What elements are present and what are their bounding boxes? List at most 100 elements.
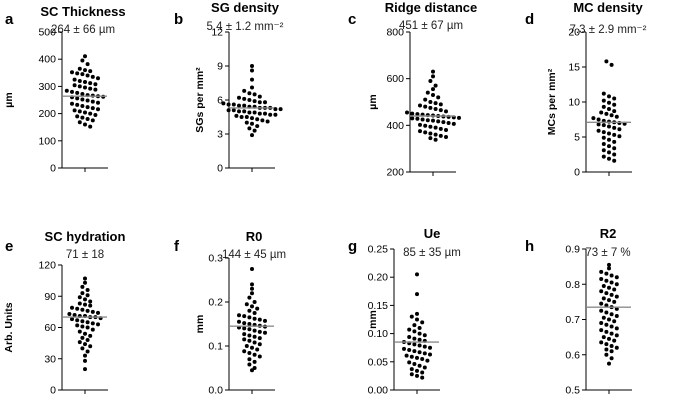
panel-h-data-point (614, 294, 619, 299)
panel-h-data-point (609, 349, 614, 354)
panel-a-data-point (75, 102, 80, 107)
panel-e-data-point (77, 340, 82, 345)
panel-g-data-point (417, 331, 422, 336)
panel-a-data-point (83, 122, 87, 127)
panel-e-title: SC hydration (45, 229, 126, 244)
panel-e-data-point (80, 324, 85, 329)
panel-f-y-tick-label: 0.0 (208, 385, 223, 397)
panel-h-data-point (604, 322, 609, 327)
panel-h-data-point (609, 356, 614, 361)
panel-h-data-point (607, 298, 611, 303)
panel-c-y-label: µm (367, 94, 379, 109)
panel-e-data-point (83, 302, 87, 307)
panel-c-y-tick-label: 600 (386, 73, 404, 85)
panel-a-data-point (93, 87, 98, 92)
panel-f-data-point (244, 302, 249, 307)
panel-a-data-point (90, 99, 95, 104)
panel-h-data-point (612, 338, 617, 343)
panel-c-data-point (438, 133, 443, 138)
panel-g-data-point (407, 347, 412, 352)
panel-h-data-point (599, 289, 604, 294)
panel-a-data-point (72, 83, 77, 88)
panel-a-data-point (83, 85, 87, 90)
panel-a-data-point (75, 71, 80, 76)
panel-h-data-point (607, 262, 611, 267)
panel-g-data-point (420, 320, 425, 325)
panel-d-data-point (612, 146, 617, 151)
panel-h-data-point (599, 321, 604, 326)
panel-a-data-point (75, 114, 80, 119)
panel-d-y-tick-label: 10 (568, 97, 580, 109)
panel-d-data-point (617, 127, 622, 132)
panel-g-y-tick-label: 0.15 (368, 300, 389, 312)
panel-g-data-point (415, 368, 419, 373)
panel-d-letter: d (525, 11, 534, 28)
panel-b-data-point (239, 115, 244, 119)
panel-d-data-point (599, 110, 604, 115)
panel-c-data-point (418, 122, 422, 127)
panel-e-y-tick-label: 0 (50, 385, 56, 397)
panel-c-data-point (433, 125, 438, 130)
panel-a-data-point (88, 86, 93, 91)
panel-e-data-point (85, 325, 90, 330)
panel-c-data-point (428, 124, 433, 129)
panel-a-y-tick-label: 400 (38, 54, 56, 66)
panel-g-data-point (412, 329, 417, 334)
panel-h-letter: h (525, 238, 534, 255)
panel-c-data-point (428, 79, 433, 83)
panel-g-data-point (417, 325, 422, 330)
panel-e-data-point (80, 335, 85, 340)
panel-b-data-point (273, 107, 278, 112)
panel-a-subtitle: 264 ± 66 µm (51, 24, 115, 36)
panel-g-data-point (415, 311, 419, 316)
panel-h-data-point (599, 308, 604, 313)
panel-a-data-point (80, 97, 85, 102)
panel-b-data-point (221, 101, 226, 106)
panel-g-data-point (428, 345, 432, 350)
panel-b-y-tick-label: 9 (217, 61, 223, 73)
panel-a-data-point (77, 120, 82, 125)
panel-c-data-point (425, 118, 430, 123)
panel-a-data-point (80, 72, 85, 77)
panel-f-data-point (247, 362, 252, 367)
panel-e-data-point (90, 327, 95, 332)
panel-b-data-point (231, 102, 236, 107)
panel-h-data-point (599, 340, 604, 345)
panel-h-data-point (604, 347, 609, 352)
panel-h-data-point (601, 296, 606, 301)
panel-d-data-point (612, 102, 617, 107)
panel-b-data-point (242, 96, 247, 101)
panel-g-y-label: mm (367, 310, 379, 329)
panel-f-data-point (250, 286, 254, 291)
panel-g-data-point (415, 292, 419, 297)
panel-h-data-point (604, 303, 609, 308)
panel-c-data-point (446, 121, 451, 125)
panel-g-data-point (402, 346, 406, 351)
panel-f-data-point (242, 332, 247, 337)
panel-c-data-point (428, 131, 433, 136)
panel-e-data-point (77, 301, 82, 306)
panel-g-data-point (409, 372, 414, 377)
panel-a-data-point (70, 70, 74, 75)
panel-d-data-point (607, 100, 611, 105)
panel-f-letter: f (174, 238, 180, 255)
panel-e-data-point (80, 307, 85, 312)
panel-f-data-point (247, 357, 252, 362)
panel-d-data-point (601, 154, 606, 159)
panel-d-data-point (612, 125, 617, 130)
panel-e-data-point (85, 338, 90, 342)
panel-d-data-point (607, 94, 611, 99)
panel-b-data-point (226, 108, 231, 113)
panel-h-title: R2 (600, 226, 617, 241)
panel-g-letter: g (348, 238, 357, 255)
panel-a-data-point (75, 96, 80, 101)
panel-h-data-point (609, 324, 614, 329)
panel-c-y-tick-label: 400 (386, 120, 404, 132)
panel-a-data-point (80, 58, 85, 63)
panel-g-data-point (412, 362, 417, 367)
panel-h-y-tick-label: 0.7 (565, 314, 580, 326)
panel-c-data-point (431, 118, 435, 123)
panel-b-data-point (255, 117, 260, 122)
panel-d-data-point (609, 113, 614, 118)
panel-e-y-label: Arb. Units (3, 302, 15, 352)
